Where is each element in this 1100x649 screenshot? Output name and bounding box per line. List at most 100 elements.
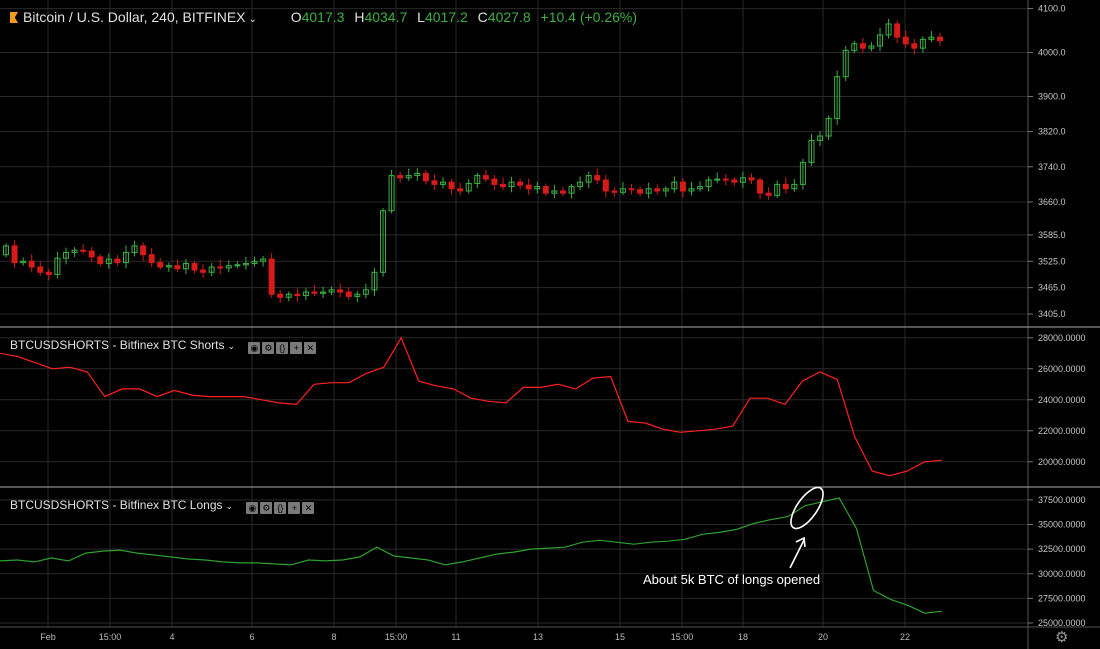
candle-body <box>559 190 566 194</box>
gear-icon[interactable]: ⚙ <box>262 342 275 354</box>
candle-body <box>285 293 292 298</box>
candle-body <box>577 181 584 188</box>
x-tick-label: 15 <box>615 632 625 642</box>
candle-body <box>251 260 258 264</box>
longs-panel-label: BTCUSDSHORTS - Bitfinex BTC Longs ⌄ ◉ ⚙{} +… <box>10 498 316 514</box>
candle-body <box>440 181 447 185</box>
low-value: 4017.2 <box>424 9 468 25</box>
candle-body <box>260 258 267 262</box>
y-tick-label: 22000.0000 <box>1038 426 1086 436</box>
source-code-icon[interactable]: {} <box>276 342 289 354</box>
candle-body <box>911 43 918 49</box>
shorts-indicator-title[interactable]: BTCUSDSHORTS - Bitfinex BTC Shorts <box>10 338 225 352</box>
annotation-marker <box>789 486 824 569</box>
candle-body <box>140 245 147 256</box>
y-tick-label: 26000.0000 <box>1038 364 1086 374</box>
candle-body <box>654 188 661 192</box>
candle-body <box>208 266 215 273</box>
candle-body <box>739 177 746 183</box>
symbol-title[interactable]: Bitcoin / U.S. Dollar, 240, BITFINEX <box>23 9 246 25</box>
candle-body <box>799 161 806 185</box>
close-label: C <box>477 9 488 25</box>
candle-body <box>542 186 549 194</box>
plus-icon[interactable]: + <box>290 342 303 354</box>
candle-body <box>388 175 395 212</box>
candle-body <box>517 181 524 186</box>
longs-series-line <box>0 497 943 614</box>
candle-body <box>302 291 309 297</box>
candle-body <box>380 210 387 273</box>
candle-body <box>362 289 369 295</box>
candle-body <box>174 265 181 270</box>
chevron-down-icon[interactable]: ⌄ <box>248 14 257 25</box>
chevron-down-icon[interactable]: ⌄ <box>227 341 236 351</box>
longs-indicator-buttons: ◉ ⚙{} + ✕ <box>246 500 316 514</box>
candle-body <box>242 262 249 266</box>
candle-body <box>817 135 824 141</box>
candle-body <box>585 175 592 183</box>
source-code-icon[interactable]: {} <box>274 502 287 514</box>
longs-indicator-title[interactable]: BTCUSDSHORTS - Bitfinex BTC Longs <box>10 498 223 512</box>
annotation-arrowhead <box>795 536 806 548</box>
candle-body <box>482 175 489 180</box>
open-value: 4017.3 <box>301 9 345 25</box>
candle-body <box>80 249 87 252</box>
candle-body <box>765 192 772 196</box>
candle-body <box>842 49 849 78</box>
candle-body <box>354 293 361 297</box>
candle-body <box>722 178 729 181</box>
candle-body <box>782 183 789 190</box>
candle-body <box>902 36 909 45</box>
candle-body <box>217 266 224 269</box>
candle-body <box>311 291 318 294</box>
x-tick-label: 8 <box>331 632 336 642</box>
candle-body <box>825 117 832 137</box>
candle-body <box>182 262 189 270</box>
exchange-flag-icon <box>10 12 18 23</box>
candle-body <box>757 179 764 194</box>
candle-body <box>791 183 798 190</box>
candle-body <box>508 181 515 188</box>
candle-body <box>131 245 138 253</box>
y-tick-label: 4100.0 <box>1038 4 1066 14</box>
y-tick-label: 3465.0 <box>1038 283 1066 293</box>
y-tick-label: 25000.0000 <box>1038 618 1086 628</box>
y-axis-labels: 4100.0 4000.0 3900.0 3820.0 3740.0 3660.0 3585… <box>1028 4 1086 628</box>
candle-body <box>525 184 532 190</box>
candle-body <box>705 179 712 188</box>
candle-body <box>268 258 275 295</box>
settings-gear-icon[interactable]: ⚙ <box>1055 629 1069 646</box>
eye-icon[interactable]: ◉ <box>246 502 259 514</box>
plus-icon[interactable]: + <box>288 502 301 514</box>
candle-body <box>71 249 78 253</box>
candle-body <box>645 188 652 194</box>
y-tick-label: 32500.0000 <box>1038 544 1086 554</box>
candle-body <box>294 293 301 297</box>
y-tick-label: 3820.0 <box>1038 127 1066 137</box>
shorts-panel-label: BTCUSDSHORTS - Bitfinex BTC Shorts ⌄ ◉ ⚙{}… <box>10 338 318 354</box>
candle-body <box>200 269 207 273</box>
annotation-text: About 5k BTC of longs opened <box>643 572 821 587</box>
chevron-down-icon[interactable]: ⌄ <box>225 501 234 511</box>
gear-icon[interactable]: ⚙ <box>260 502 273 514</box>
x-tick-label: 13 <box>533 632 543 642</box>
close-icon[interactable]: ✕ <box>304 342 317 354</box>
candle-body <box>928 36 935 40</box>
candle-body <box>277 293 284 298</box>
x-axis-labels: Feb 15:00 4 6 8 15:00 11 13 15 15:00 18 20 22 <box>40 632 910 642</box>
candle-body <box>28 260 35 268</box>
candle-body <box>628 188 635 191</box>
candle-body <box>697 186 704 190</box>
close-icon[interactable]: ✕ <box>302 502 315 514</box>
candle-body <box>671 181 678 190</box>
candle-body <box>345 291 352 297</box>
candle-body <box>868 45 875 49</box>
y-tick-label: 35000.0000 <box>1038 519 1086 529</box>
eye-icon[interactable]: ◉ <box>248 342 261 354</box>
y-tick-label: 3525.0 <box>1038 256 1066 266</box>
candle-body <box>45 271 52 275</box>
y-tick-label: 3740.0 <box>1038 162 1066 172</box>
candle-body <box>894 23 901 38</box>
